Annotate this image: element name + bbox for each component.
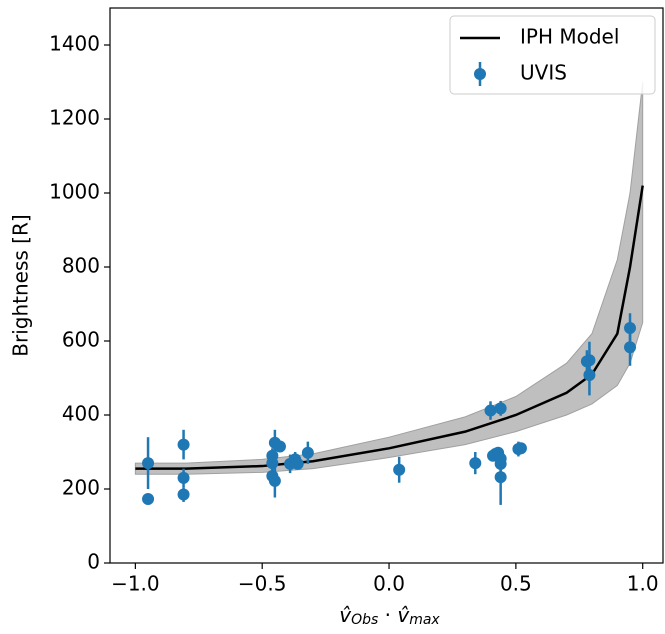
data-point: [142, 492, 155, 505]
x-label-subscript: Obs: [351, 612, 378, 628]
data-point: [583, 369, 596, 382]
data-point: [266, 457, 279, 470]
y-axis-label: Brightness [R]: [9, 214, 33, 356]
legend-label: IPH Model: [520, 25, 619, 49]
model-line: [135, 185, 644, 470]
data-point: [494, 402, 507, 415]
legend-marker: [474, 68, 486, 80]
data-point: [177, 438, 190, 451]
y-tick-label: 600: [62, 328, 100, 352]
y-tick-label: 1200: [49, 106, 100, 130]
legend-label: UVIS: [520, 61, 567, 85]
axes-frame: [109, 7, 664, 564]
data-point: [514, 442, 527, 455]
data-point: [469, 457, 482, 470]
data-point: [393, 463, 406, 476]
x-label-part: v̂: [339, 603, 352, 627]
x-label-part: v̂: [397, 603, 410, 627]
x-tick-label: 1.0: [627, 572, 659, 596]
x-axis-label: v̂Obs · v̂max: [339, 603, 440, 629]
data-point: [177, 471, 190, 484]
confidence-band: [134, 81, 644, 475]
data-point: [291, 457, 304, 470]
data-point: [484, 404, 497, 417]
x-tick-label: −1.0: [111, 572, 160, 596]
y-tick-label: 800: [62, 254, 100, 278]
data-point: [624, 322, 637, 335]
x-label-part: ·: [378, 603, 397, 627]
y-tick-label: 400: [62, 402, 100, 426]
data-point: [494, 471, 507, 484]
x-label-subscript: max: [409, 612, 440, 628]
y-tick-label: 0: [87, 550, 100, 574]
x-tick-label: 0.5: [500, 572, 532, 596]
data-point: [624, 341, 637, 354]
data-point: [273, 440, 286, 453]
data-point: [268, 474, 281, 487]
y-tick-label: 200: [62, 476, 100, 500]
legend-box: [449, 15, 656, 95]
x-tick-label: 0.0: [373, 572, 405, 596]
y-tick-label: 1000: [49, 180, 100, 204]
x-tick-label: −0.5: [238, 572, 287, 596]
y-tick-label: 1400: [49, 32, 100, 56]
data-point: [177, 488, 190, 501]
data-point: [301, 446, 314, 459]
data-point: [142, 457, 155, 470]
